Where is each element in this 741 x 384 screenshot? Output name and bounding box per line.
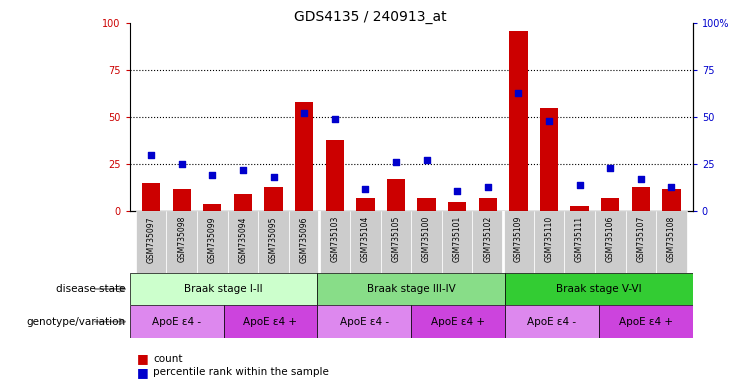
Point: [482, 184, 494, 190]
Bar: [599, 305, 693, 338]
Bar: [227, 211, 258, 273]
Text: count: count: [153, 354, 183, 364]
Bar: [565, 211, 595, 273]
Bar: [387, 179, 405, 211]
Text: GSM735103: GSM735103: [330, 216, 339, 263]
Text: GSM735111: GSM735111: [575, 216, 584, 262]
Text: percentile rank within the sample: percentile rank within the sample: [153, 367, 329, 377]
Text: Braak stage I-II: Braak stage I-II: [185, 284, 263, 294]
Point: [635, 176, 647, 182]
Bar: [479, 198, 497, 211]
Point: [390, 159, 402, 166]
Bar: [505, 305, 599, 338]
Bar: [356, 198, 374, 211]
Bar: [509, 31, 528, 211]
Text: GSM735097: GSM735097: [147, 216, 156, 263]
Bar: [258, 211, 289, 273]
Text: ApoE ε4 -: ApoE ε4 -: [340, 316, 389, 327]
Point: [513, 89, 525, 96]
Text: GSM735100: GSM735100: [422, 216, 431, 263]
Text: GSM735107: GSM735107: [637, 216, 645, 263]
Text: genotype/variation: genotype/variation: [27, 316, 126, 327]
Bar: [411, 305, 505, 338]
Text: Braak stage V-VI: Braak stage V-VI: [556, 284, 642, 294]
Bar: [265, 187, 283, 211]
Point: [665, 184, 677, 190]
Bar: [411, 211, 442, 273]
Bar: [539, 108, 558, 211]
Bar: [325, 140, 344, 211]
Bar: [601, 198, 619, 211]
Bar: [224, 305, 317, 338]
Text: ApoE ε4 +: ApoE ε4 +: [619, 316, 673, 327]
Text: ■: ■: [137, 366, 149, 379]
Text: ApoE ε4 +: ApoE ε4 +: [244, 316, 297, 327]
Bar: [130, 273, 317, 305]
Bar: [289, 211, 319, 273]
Bar: [417, 198, 436, 211]
Point: [237, 167, 249, 173]
Text: GSM735104: GSM735104: [361, 216, 370, 263]
Text: GSM735109: GSM735109: [514, 216, 523, 263]
Bar: [595, 211, 625, 273]
Point: [268, 174, 279, 180]
Text: GSM735098: GSM735098: [177, 216, 186, 263]
Point: [329, 116, 341, 122]
Bar: [197, 211, 227, 273]
Text: GSM735102: GSM735102: [483, 216, 492, 262]
Bar: [350, 211, 381, 273]
Bar: [173, 189, 191, 211]
Point: [574, 182, 585, 188]
Point: [298, 110, 310, 116]
Text: ■: ■: [137, 353, 149, 366]
Bar: [503, 211, 534, 273]
Text: GSM735106: GSM735106: [605, 216, 615, 263]
Point: [145, 152, 157, 158]
Point: [176, 161, 187, 167]
Text: ApoE ε4 -: ApoE ε4 -: [152, 316, 201, 327]
Bar: [381, 211, 411, 273]
Text: GSM735096: GSM735096: [299, 216, 309, 263]
Bar: [473, 211, 503, 273]
Bar: [295, 102, 313, 211]
Point: [604, 165, 616, 171]
Point: [451, 187, 463, 194]
Bar: [662, 189, 680, 211]
Text: GSM735101: GSM735101: [453, 216, 462, 262]
Bar: [317, 273, 505, 305]
Text: ApoE ε4 +: ApoE ε4 +: [431, 316, 485, 327]
Bar: [534, 211, 565, 273]
Bar: [130, 305, 224, 338]
Text: GSM735094: GSM735094: [239, 216, 247, 263]
Bar: [319, 211, 350, 273]
Bar: [442, 211, 473, 273]
Bar: [656, 211, 687, 273]
Point: [207, 172, 219, 179]
Bar: [625, 211, 656, 273]
Point: [543, 118, 555, 124]
Text: disease state: disease state: [56, 284, 126, 294]
Point: [359, 185, 371, 192]
Text: GSM735099: GSM735099: [207, 216, 217, 263]
Bar: [317, 305, 411, 338]
Text: GSM735110: GSM735110: [545, 216, 554, 262]
Text: Braak stage III-IV: Braak stage III-IV: [367, 284, 456, 294]
Text: GSM735095: GSM735095: [269, 216, 278, 263]
Bar: [505, 273, 693, 305]
Text: ApoE ε4 -: ApoE ε4 -: [528, 316, 576, 327]
Point: [421, 157, 433, 164]
Bar: [136, 211, 167, 273]
Text: GSM735105: GSM735105: [391, 216, 400, 263]
Bar: [142, 183, 160, 211]
Text: GDS4135 / 240913_at: GDS4135 / 240913_at: [294, 10, 447, 23]
Bar: [631, 187, 650, 211]
Text: GSM735108: GSM735108: [667, 216, 676, 262]
Bar: [571, 205, 589, 211]
Bar: [167, 211, 197, 273]
Bar: [203, 204, 222, 211]
Bar: [448, 202, 466, 211]
Bar: [233, 194, 252, 211]
